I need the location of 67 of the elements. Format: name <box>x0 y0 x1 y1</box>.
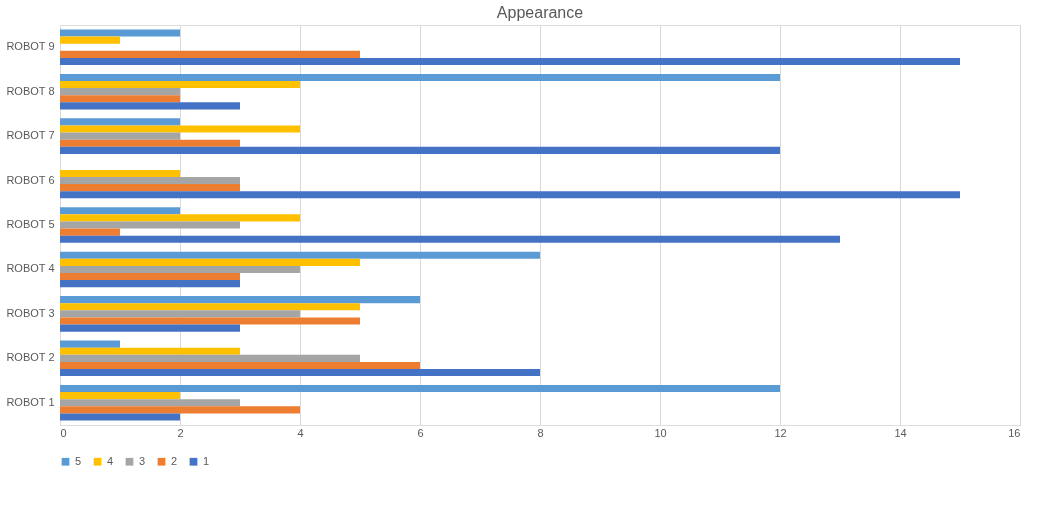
bar <box>60 303 360 311</box>
x-tick-label: 12 <box>774 426 787 439</box>
bar <box>60 361 420 369</box>
bar <box>60 413 180 421</box>
bar <box>60 265 300 273</box>
bar <box>60 88 180 96</box>
bar <box>60 146 780 154</box>
bar <box>60 392 180 400</box>
bar <box>60 273 240 281</box>
legend-label: 2 <box>171 454 178 467</box>
bar <box>60 317 360 325</box>
bar <box>60 221 240 229</box>
bar <box>60 340 120 348</box>
bar <box>60 29 180 37</box>
x-tick-label: 6 <box>417 426 424 439</box>
bar <box>60 139 240 147</box>
x-tick-label: 14 <box>894 426 907 439</box>
legend-label: 4 <box>107 454 114 467</box>
bar <box>60 310 300 318</box>
bar <box>60 385 780 393</box>
bar <box>60 191 960 199</box>
y-tick-label: ROBOT 6 <box>6 173 55 186</box>
legend-label: 1 <box>203 454 210 467</box>
bar <box>60 57 960 65</box>
legend-label: 3 <box>139 454 146 467</box>
y-tick-label: ROBOT 7 <box>6 129 55 142</box>
bar <box>60 36 120 44</box>
y-tick-label: ROBOT 5 <box>6 218 55 230</box>
bar <box>60 118 180 126</box>
y-tick-label: ROBOT 4 <box>6 262 55 275</box>
legend-label: 5 <box>75 454 82 467</box>
bar <box>60 184 240 192</box>
bar <box>60 354 360 362</box>
bar <box>60 132 180 140</box>
y-tick-label: ROBOT 3 <box>6 306 55 319</box>
bar <box>60 169 180 177</box>
bar <box>60 125 300 133</box>
x-tick-label: 2 <box>177 426 184 439</box>
bar <box>60 235 840 243</box>
y-tick-label: ROBOT 2 <box>6 351 55 364</box>
x-tick-label: 8 <box>537 426 544 439</box>
bar <box>60 399 240 407</box>
bar <box>60 102 240 110</box>
bar <box>60 280 240 288</box>
bar <box>60 296 420 304</box>
bar <box>60 369 540 377</box>
bar <box>60 228 120 236</box>
y-tick-label: ROBOT 1 <box>6 395 55 408</box>
bar <box>60 95 180 103</box>
chart-title: Appearance <box>496 4 584 21</box>
bar <box>60 73 780 81</box>
y-tick-label: ROBOT 9 <box>6 40 55 53</box>
bar <box>60 177 240 185</box>
bar <box>60 50 360 58</box>
x-tick-label: 10 <box>654 426 667 439</box>
y-tick-label: ROBOT 8 <box>6 84 55 97</box>
bar <box>60 81 300 89</box>
bar <box>60 258 360 266</box>
x-tick-label: 16 <box>1008 426 1021 439</box>
bar <box>60 347 240 355</box>
bar <box>60 406 300 414</box>
bar <box>60 324 240 332</box>
bar <box>60 214 300 222</box>
x-tick-label: 0 <box>60 426 67 439</box>
x-tick-label: 4 <box>297 426 304 439</box>
bar <box>60 251 540 259</box>
bar <box>60 207 180 215</box>
